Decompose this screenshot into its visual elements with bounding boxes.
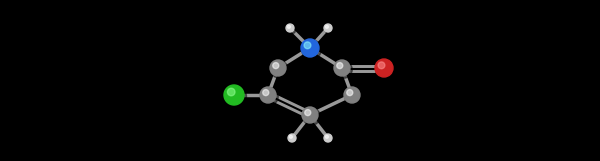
Circle shape bbox=[325, 25, 334, 34]
Circle shape bbox=[273, 63, 279, 69]
Circle shape bbox=[344, 88, 362, 105]
Circle shape bbox=[375, 59, 393, 77]
Circle shape bbox=[263, 90, 269, 96]
Circle shape bbox=[325, 135, 328, 138]
Circle shape bbox=[301, 39, 319, 57]
Circle shape bbox=[286, 24, 294, 32]
Circle shape bbox=[302, 40, 322, 59]
Circle shape bbox=[289, 135, 298, 144]
Circle shape bbox=[260, 87, 276, 103]
Circle shape bbox=[324, 134, 332, 142]
Circle shape bbox=[335, 61, 352, 78]
Circle shape bbox=[347, 90, 353, 96]
Circle shape bbox=[227, 88, 235, 96]
Circle shape bbox=[270, 60, 286, 76]
Circle shape bbox=[287, 25, 290, 28]
Circle shape bbox=[334, 60, 350, 76]
Circle shape bbox=[224, 85, 247, 108]
Circle shape bbox=[303, 108, 320, 125]
Circle shape bbox=[376, 60, 395, 79]
Circle shape bbox=[302, 107, 318, 123]
Circle shape bbox=[305, 109, 311, 116]
Circle shape bbox=[324, 24, 332, 32]
Circle shape bbox=[224, 85, 244, 105]
Circle shape bbox=[271, 61, 289, 78]
Circle shape bbox=[344, 87, 360, 103]
Circle shape bbox=[378, 62, 385, 69]
Circle shape bbox=[337, 63, 343, 69]
Circle shape bbox=[260, 88, 278, 105]
Circle shape bbox=[288, 134, 296, 142]
Circle shape bbox=[287, 25, 296, 34]
Circle shape bbox=[304, 42, 311, 49]
Circle shape bbox=[325, 25, 328, 28]
Circle shape bbox=[325, 135, 334, 144]
Circle shape bbox=[289, 135, 292, 138]
